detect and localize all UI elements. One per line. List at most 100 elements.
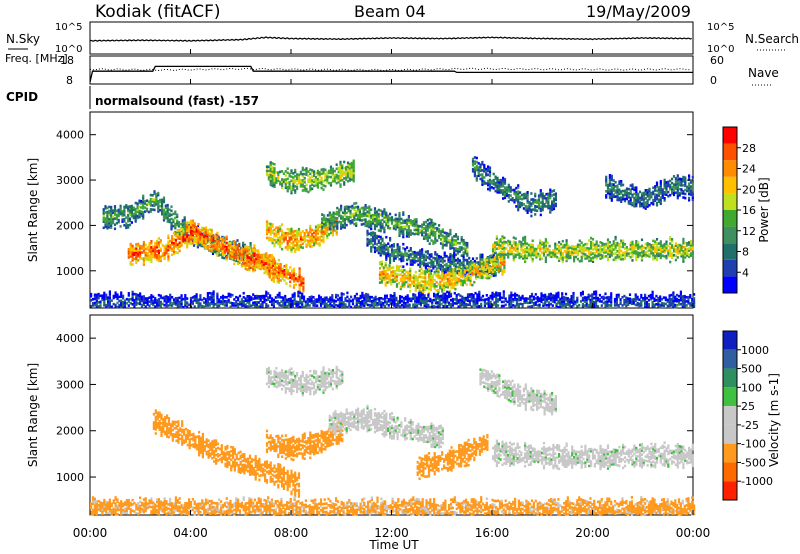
colorbar-tick-label: 1000: [741, 344, 769, 357]
colorbar-tick-label: 12: [742, 225, 756, 238]
colorbar-swatch: [723, 193, 737, 210]
velocity-y-ticks: 1000 2000 3000 4000: [56, 332, 693, 484]
heatmap-band: [127, 219, 279, 284]
heatmap-band: [90, 496, 696, 516]
y-tick-label: 4000: [56, 332, 84, 345]
colorbar-tick-label: -500: [741, 456, 766, 469]
colorbar-tick-label: 20: [742, 183, 756, 196]
heatmap-band: [265, 210, 338, 253]
nsky-label: N.Sky: [6, 32, 40, 46]
power-panel-data: [90, 156, 696, 309]
heatmap-band: [328, 404, 444, 449]
nsearch-tick-bottom: 10^0: [707, 44, 734, 55]
colorbar-tick-label: 25: [741, 400, 755, 413]
y-tick-label: 1000: [56, 471, 84, 484]
colorbar-tick-label: 24: [742, 163, 756, 176]
x-tick-label: 00:00: [676, 526, 711, 540]
colorbar-tick-label: -25: [741, 419, 759, 432]
station-title: Kodiak (fitACF): [95, 2, 221, 22]
velocity-colorbar-label: Velocity [m s-1]: [767, 373, 781, 467]
colorbar-swatch: [723, 210, 737, 227]
y-tick-label: 4000: [56, 129, 84, 142]
colorbar-swatch: [723, 481, 737, 500]
colorbar-swatch: [723, 243, 737, 260]
x-tick-label: 04:00: [173, 526, 208, 540]
nsky-tick-bottom: 10^0: [55, 44, 82, 55]
velocity-panel-data: [90, 365, 696, 516]
beam-title: Beam 04: [354, 2, 426, 21]
colorbar-tick-label: 100: [741, 381, 762, 394]
date-title: 19/May/2009: [586, 2, 691, 21]
velocity-panel-frame: [89, 314, 694, 516]
power-colorbar-label: Power [dB]: [757, 177, 771, 242]
nsky-panel-lines: [89, 36, 692, 42]
x-tick-label: 20:00: [575, 526, 610, 540]
freq-panel-lines: [89, 65, 693, 83]
colorbar-tick-label: 16: [742, 204, 756, 217]
colorbar-tick-label: 8: [742, 246, 749, 259]
colorbar-tick-label: -1000: [741, 475, 773, 488]
nsearch-tick-top: 10^5: [707, 22, 734, 33]
heatmap-band: [265, 365, 344, 397]
heatmap-band: [253, 244, 305, 295]
power-ylabel: Slant Range [km]: [26, 158, 40, 262]
x-tick-label: 16:00: [475, 526, 510, 540]
nave-label: Nave: [748, 66, 779, 80]
velocity-colorbar: 1000 500 100 25 -25 -100 -500 -1000: [722, 330, 773, 501]
heatmap-band: [378, 248, 506, 295]
colorbar-swatch: [723, 143, 737, 161]
frequency-line: [89, 65, 693, 83]
colorbar-swatch: [723, 462, 737, 482]
freq-tick-top: 18: [60, 54, 74, 67]
nsky-tick-top: 10^5: [55, 22, 82, 33]
x-tick-label: 00:00: [73, 526, 108, 540]
x-tick-label: 08:00: [274, 526, 309, 540]
heatmap-band: [265, 159, 355, 195]
colorbar-tick-label: 500: [741, 363, 762, 376]
colorbar-swatch: [723, 259, 737, 277]
cpid-value: normalsound (fast) -157: [95, 94, 259, 108]
heatmap-band: [479, 368, 557, 416]
colorbar-swatch: [723, 443, 737, 463]
nave-tick-top: 60: [710, 54, 724, 67]
x-axis-ticks: 00:00 04:00 08:00 12:00 16:00 20:00 00:00: [73, 49, 711, 540]
colorbar-swatch: [723, 226, 737, 244]
heatmap-band: [471, 156, 557, 218]
colorbar-tick-label: -100: [741, 438, 766, 451]
heatmap-band: [416, 433, 489, 480]
x-axis-label: Time UT: [368, 538, 419, 552]
power-panel-frame: [89, 111, 694, 309]
y-tick-label: 3000: [56, 378, 84, 391]
nsearch-label: N.Search: [745, 32, 799, 46]
heatmap-band: [90, 290, 696, 309]
power-colorbar: 4 8 12 16 20 24 28: [722, 126, 756, 294]
nave-line: [89, 67, 691, 72]
freq-label: Freq. [MHz]: [5, 52, 68, 65]
cpid-label: CPID: [6, 90, 38, 104]
heatmap-band: [152, 409, 301, 498]
colorbar-swatch: [723, 424, 737, 444]
velocity-ylabel: Slant Range [km]: [26, 363, 40, 467]
colorbar-tick-label: 28: [742, 142, 756, 155]
x-tick-label: 12:00: [374, 526, 409, 540]
colorbar-swatch: [723, 276, 737, 293]
y-tick-label: 3000: [56, 174, 84, 187]
power-y-ticks: 1000 2000 3000 4000: [56, 129, 693, 278]
colorbar-swatch: [723, 176, 737, 194]
colorbar-tick-label: 4: [742, 266, 749, 279]
nave-tick-bottom: 0: [710, 74, 717, 87]
colorbar-swatch: [723, 349, 737, 369]
y-tick-label: 1000: [56, 265, 84, 278]
colorbar-swatch: [723, 368, 737, 388]
colorbar-swatch: [723, 160, 737, 177]
colorbar-swatch: [723, 127, 737, 144]
heatmap-band: [605, 174, 694, 210]
heatmap-band: [492, 439, 694, 471]
series-line-nsky: [89, 36, 692, 42]
colorbar-swatch: [723, 387, 737, 407]
y-tick-label: 2000: [56, 219, 84, 232]
freq-tick-bottom: 8: [66, 74, 73, 87]
colorbar-swatch: [723, 331, 737, 350]
colorbar-swatch: [723, 406, 737, 425]
